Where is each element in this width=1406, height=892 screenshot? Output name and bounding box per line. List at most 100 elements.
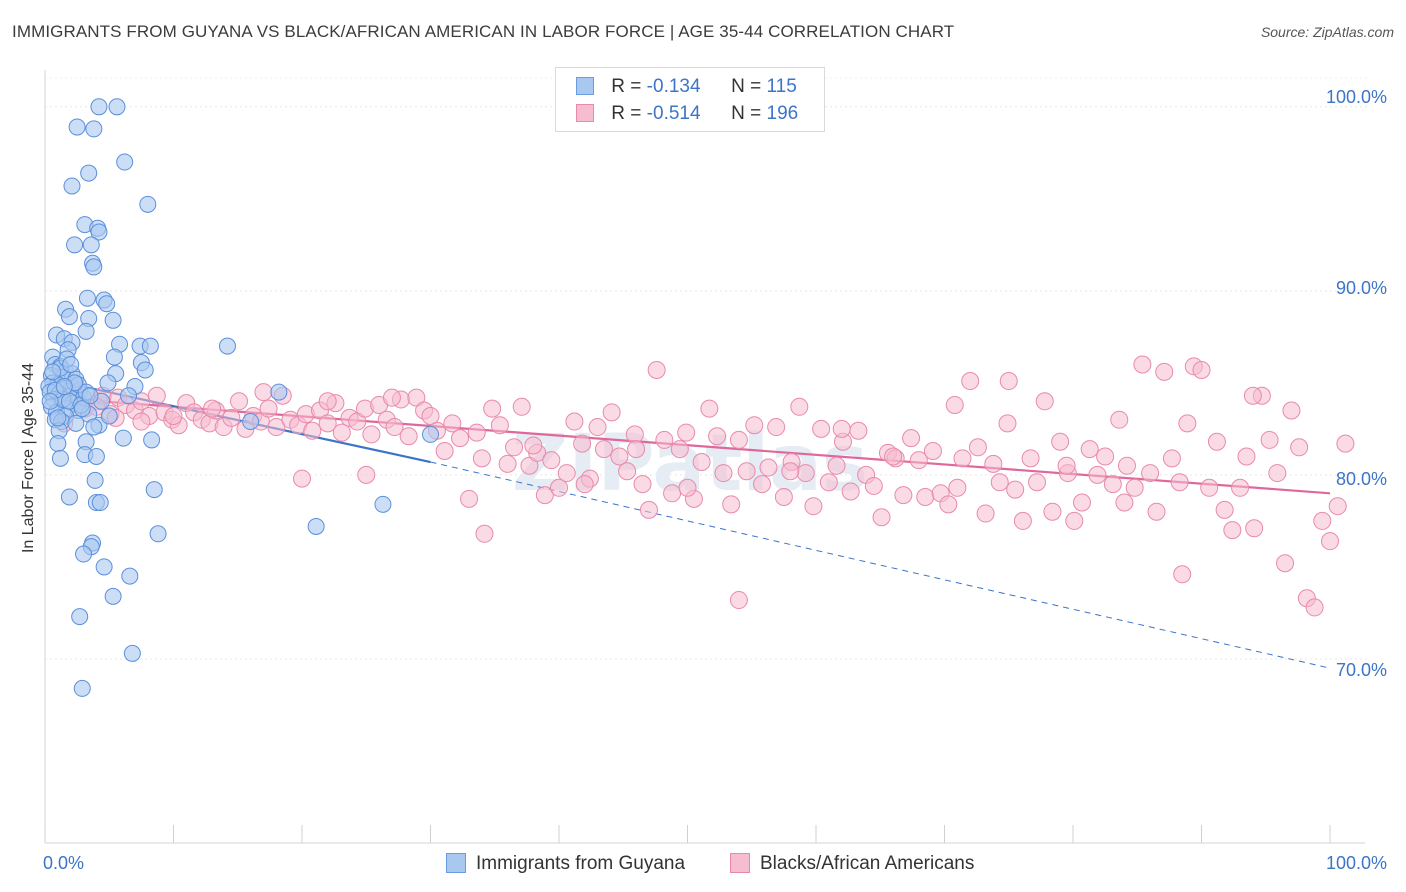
chart-title: IMMIGRANTS FROM GUYANA VS BLACK/AFRICAN … [12, 22, 955, 41]
point-guyana [90, 98, 108, 116]
point-black-african-american [293, 469, 311, 488]
point-black-african-american [222, 408, 241, 427]
point-guyana [91, 494, 109, 512]
point-guyana [51, 449, 69, 467]
point-black-african-american [1245, 519, 1264, 538]
point-black-african-american [1096, 447, 1115, 466]
point-guyana [67, 414, 85, 432]
legend-row-black: R = -0.514 N = 196 [576, 103, 798, 125]
point-black-african-american [1276, 554, 1295, 573]
point-black-african-american [385, 418, 404, 437]
point-black-african-american [1243, 386, 1262, 405]
point-black-african-american [1051, 432, 1070, 451]
point-guyana [44, 363, 62, 381]
n-value: 115 [766, 76, 797, 97]
point-guyana [68, 118, 86, 136]
point-guyana [123, 644, 141, 662]
point-black-african-american [575, 475, 594, 494]
legend-swatch-blue [576, 77, 594, 95]
point-black-african-american [550, 478, 568, 497]
point-black-african-american [1147, 502, 1166, 521]
point-guyana [104, 311, 122, 329]
point-black-african-american [1133, 355, 1152, 374]
point-guyana [62, 355, 80, 373]
point-black-african-american [1178, 414, 1197, 433]
point-black-african-american [557, 464, 576, 483]
point-black-african-american [610, 447, 629, 466]
point-black-african-american [1223, 521, 1242, 540]
point-guyana [73, 400, 91, 418]
bottom-legend-guyana: Immigrants from Guyana [446, 853, 685, 875]
point-black-african-american [984, 454, 1003, 473]
point-black-african-american [849, 421, 868, 440]
point-black-african-american [1290, 438, 1309, 457]
x-tick-label-min: 0.0% [43, 853, 85, 873]
point-black-african-american [565, 412, 584, 431]
point-black-african-american [639, 500, 658, 519]
point-black-african-american [894, 486, 913, 505]
point-black-african-american [399, 427, 418, 446]
point-guyana [78, 289, 96, 307]
point-black-african-american [968, 438, 987, 457]
legend-row-guyana: R = -0.134 N = 115 [576, 76, 797, 98]
point-black-african-american [542, 451, 561, 470]
point-black-african-american [781, 462, 800, 481]
point-black-african-american [1072, 493, 1091, 512]
stats-legend: R = -0.134 N = 115 R = -0.514 N = 196 [555, 67, 825, 132]
point-black-african-american [722, 495, 741, 514]
source-label: Source: ZipAtlas.com [1260, 24, 1394, 40]
point-black-african-american [663, 484, 682, 503]
point-guyana [60, 308, 78, 326]
point-black-african-american [753, 475, 772, 494]
point-black-african-american [254, 383, 273, 402]
point-guyana [114, 429, 132, 447]
point-guyana [73, 679, 91, 697]
point-black-african-american [1313, 511, 1332, 530]
point-black-african-american [999, 372, 1018, 391]
point-guyana [218, 337, 236, 355]
point-black-african-american [945, 395, 964, 414]
point-black-african-american [472, 449, 491, 468]
point-black-african-american [804, 497, 823, 516]
point-black-african-american [1321, 532, 1339, 551]
point-black-african-american [164, 407, 183, 426]
point-guyana [81, 387, 99, 405]
point-black-african-american [1282, 401, 1301, 420]
point-black-african-american [303, 421, 322, 440]
point-guyana [49, 409, 67, 427]
point-guyana [98, 295, 116, 313]
r-value: -0.514 [646, 103, 701, 124]
point-black-african-american [602, 403, 621, 422]
point-guyana [143, 431, 161, 449]
point-black-african-american [1215, 500, 1234, 519]
point-black-african-american [1207, 432, 1226, 451]
point-guyana [85, 418, 103, 436]
point-black-african-american [1141, 464, 1160, 483]
point-black-african-american [357, 465, 376, 484]
point-guyana [55, 378, 73, 396]
point-black-african-american [618, 462, 637, 481]
point-guyana [105, 348, 123, 366]
point-black-african-american [1021, 449, 1040, 468]
point-black-african-american [990, 473, 1009, 492]
point-black-african-american [594, 440, 613, 459]
point-black-african-american [147, 386, 166, 405]
point-guyana [49, 435, 67, 453]
point-black-african-american [460, 489, 479, 508]
point-guyana [87, 448, 105, 465]
point-black-african-american [1305, 598, 1324, 617]
point-guyana [77, 322, 95, 340]
grid-lines [45, 77, 1370, 660]
point-black-african-american [588, 418, 607, 437]
point-black-african-american [745, 416, 764, 435]
point-black-african-american [774, 487, 793, 506]
point-black-african-american [670, 440, 689, 459]
point-black-african-american [318, 392, 337, 411]
bottom-legend-label: Blacks/African Americans [760, 853, 975, 874]
point-black-african-american [505, 438, 524, 457]
point-guyana [95, 558, 113, 576]
y-tick-label-70: 70.0% [1336, 660, 1388, 680]
point-guyana [139, 195, 157, 213]
point-black-african-american [714, 464, 733, 483]
point-black-african-american [535, 486, 554, 505]
